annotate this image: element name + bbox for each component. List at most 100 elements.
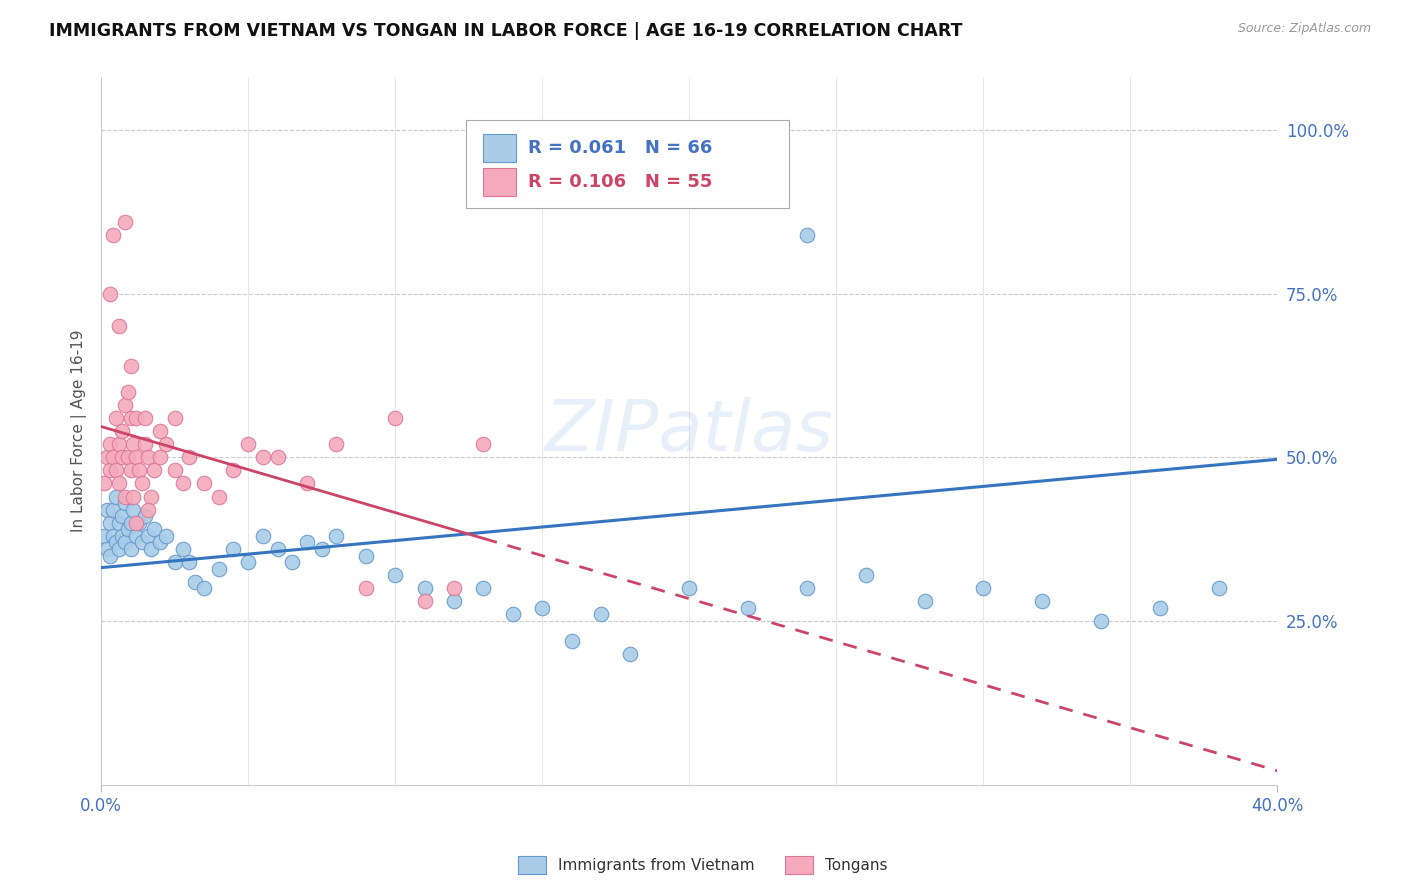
Point [266,541,288,556]
Point [149,424,172,438]
Point [163,555,186,569]
Point [111,450,134,465]
Point [295,476,318,491]
Point [172,476,194,491]
Point [120,359,142,373]
Point [502,607,524,622]
Point [143,463,166,477]
Point [193,582,215,596]
Point [136,502,159,516]
Point [120,516,142,530]
Point [104,411,127,425]
Point [134,509,156,524]
FancyBboxPatch shape [465,120,789,209]
Point [179,555,201,569]
Point [796,582,818,596]
Point [96,502,118,516]
Point [737,601,759,615]
Point [252,450,274,465]
Point [1149,601,1171,615]
Point [101,227,124,242]
Point [222,541,245,556]
Point [155,437,177,451]
Point [172,541,194,556]
Point [111,529,134,543]
Point [107,437,129,451]
Point [1090,614,1112,628]
Y-axis label: In Labor Force | Age 16-19: In Labor Force | Age 16-19 [72,330,87,533]
Point [134,411,156,425]
Point [413,582,436,596]
Point [443,594,465,608]
Point [1031,594,1053,608]
Point [1208,582,1230,596]
Point [796,227,818,242]
Point [208,561,231,575]
Point [128,516,150,530]
Point [107,319,129,334]
Point [98,463,121,477]
Point [131,476,153,491]
Point [179,450,201,465]
Point [139,490,162,504]
Point [295,535,318,549]
Point [111,509,134,524]
Point [143,522,166,536]
Point [107,541,129,556]
Point [122,437,145,451]
Point [96,450,118,465]
Point [384,568,406,582]
Point [149,535,172,549]
Point [117,384,139,399]
Point [591,607,613,622]
Point [281,555,304,569]
Point [193,476,215,491]
Point [101,529,124,543]
Point [325,529,347,543]
Point [122,490,145,504]
Point [98,549,121,563]
Point [531,601,554,615]
Point [107,476,129,491]
Point [252,529,274,543]
Text: Source: ZipAtlas.com: Source: ZipAtlas.com [1237,22,1371,36]
Point [354,582,377,596]
Point [125,450,148,465]
Point [98,286,121,301]
Text: ZIPatlas: ZIPatlas [544,397,834,466]
Point [111,424,134,438]
Point [104,535,127,549]
Point [104,463,127,477]
Text: R = 0.061   N = 66: R = 0.061 N = 66 [529,139,713,157]
Point [101,450,124,465]
Point [184,574,207,589]
Point [561,633,583,648]
Text: IMMIGRANTS FROM VIETNAM VS TONGAN IN LABOR FORCE | AGE 16-19 CORRELATION CHART: IMMIGRANTS FROM VIETNAM VS TONGAN IN LAB… [49,22,963,40]
Point [855,568,877,582]
Point [120,411,142,425]
Point [136,450,159,465]
Point [238,555,260,569]
Point [114,398,136,412]
Point [117,522,139,536]
Point [354,549,377,563]
FancyBboxPatch shape [484,134,516,162]
Point [678,582,700,596]
Point [384,411,406,425]
Point [125,529,148,543]
Point [114,214,136,228]
Point [163,463,186,477]
Point [128,463,150,477]
Point [149,450,172,465]
Point [101,502,124,516]
Point [443,582,465,596]
Point [325,437,347,451]
Point [120,463,142,477]
Point [98,437,121,451]
Point [163,411,186,425]
Point [619,647,641,661]
Point [125,516,148,530]
Point [131,535,153,549]
Point [472,437,495,451]
Point [93,529,115,543]
